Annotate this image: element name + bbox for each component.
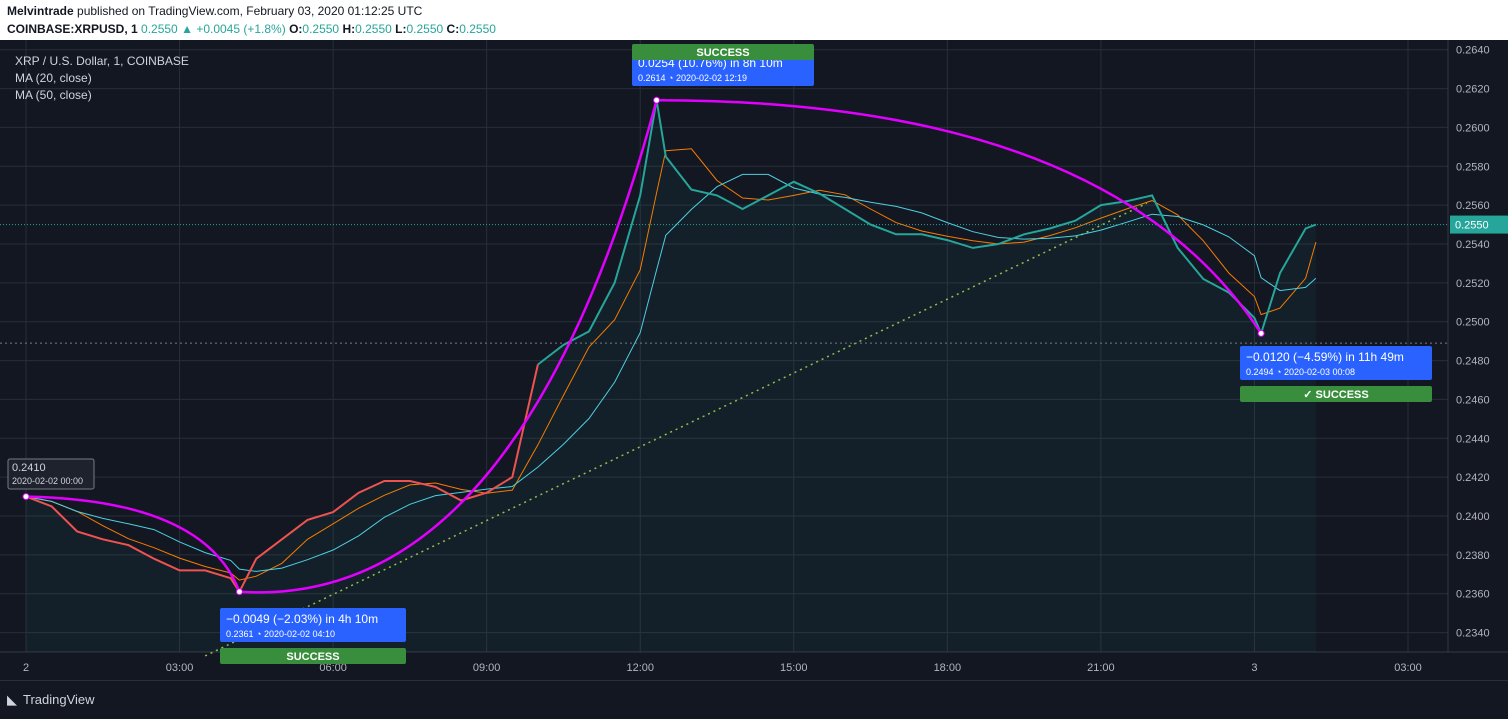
pivot-point bbox=[235, 588, 243, 596]
annotation-change: −0.0120 (−4.59%) in 11h 49m bbox=[1246, 350, 1404, 364]
y-tick-label: 0.2540 bbox=[1456, 239, 1490, 251]
start-label-price: 0.2410 bbox=[12, 462, 46, 474]
y-tick-label: 0.2520 bbox=[1456, 278, 1490, 290]
chart-header: Melvintrade published on TradingView.com… bbox=[0, 0, 1508, 40]
current-price: 0.2550 bbox=[141, 22, 178, 36]
success-badge bbox=[1240, 386, 1432, 402]
annotation-box bbox=[1240, 346, 1432, 380]
price-chart[interactable]: 0.2640 0.2620 0.2600 0.2580 0.2560 0.2540 0.25… bbox=[0, 40, 1508, 680]
y-tick-label: 0.2480 bbox=[1456, 356, 1490, 368]
symbol-line: COINBASE:XRPUSD, 1 0.2550 ▲ +0.0045 (+1.… bbox=[7, 22, 496, 36]
price-line-bearish bbox=[25, 364, 539, 594]
ma50-line bbox=[25, 173, 1317, 572]
start-label-box bbox=[7, 458, 95, 490]
tradingview-text: TradingView bbox=[23, 692, 95, 707]
footer: ◣ TradingView bbox=[0, 680, 1508, 719]
annotation-detail: 0.2361 ◔ 2020-02-02 04:10 bbox=[226, 629, 335, 639]
chart-area[interactable]: 0.2640 0.2620 0.2600 0.2580 0.2560 0.2540 0.25… bbox=[0, 40, 1508, 680]
chart-legend: XRP / U.S. Dollar, 1, COINBASE MA (20, c… bbox=[15, 53, 189, 104]
y-tick-label: 0.2640 bbox=[1456, 45, 1490, 57]
success-badge-label: ✓ SUCCESS bbox=[1303, 389, 1368, 401]
open-label: O: bbox=[289, 22, 303, 36]
low-label: L: bbox=[395, 22, 407, 36]
author-name[interactable]: Melvintrade bbox=[7, 4, 74, 18]
price-line-bullish bbox=[537, 100, 1317, 366]
start-label-date: 2020-02-02 00:00 bbox=[12, 476, 83, 486]
y-tick-label: 0.2400 bbox=[1456, 511, 1490, 523]
close-value: 0.2550 bbox=[459, 22, 496, 36]
high-value: 0.2550 bbox=[355, 22, 392, 36]
up-arrow-icon: ▲ bbox=[181, 22, 193, 36]
legend-ma50[interactable]: MA (50, close) bbox=[15, 88, 92, 102]
pivot-point bbox=[653, 96, 661, 104]
pivot-point bbox=[1257, 329, 1265, 337]
x-tick-label: 18:00 bbox=[934, 662, 962, 674]
close-label: C: bbox=[446, 22, 460, 36]
x-tick-label: 12:00 bbox=[626, 662, 654, 674]
success-badge-label: SUCCESS bbox=[696, 47, 749, 59]
price-tag bbox=[1450, 215, 1508, 234]
price-area bbox=[26, 100, 1316, 652]
x-tick-label: 06:00 bbox=[319, 662, 347, 674]
y-tick-label: 0.2360 bbox=[1456, 589, 1490, 601]
y-tick-label: 0.2420 bbox=[1456, 472, 1490, 484]
high-label: H: bbox=[342, 22, 356, 36]
y-tick-label: 0.2380 bbox=[1456, 550, 1490, 562]
x-tick-label: 09:00 bbox=[473, 662, 501, 674]
price-tag-label: 0.2550 bbox=[1455, 220, 1489, 232]
legend-title[interactable]: XRP / U.S. Dollar, 1, COINBASE bbox=[15, 54, 189, 68]
projection-arc bbox=[656, 98, 1263, 335]
publish-line: Melvintrade published on TradingView.com… bbox=[7, 4, 422, 18]
success-badge bbox=[632, 44, 814, 60]
price-change: +0.0045 (+1.8%) bbox=[196, 22, 286, 36]
y-tick-label: 0.2460 bbox=[1456, 394, 1490, 406]
pivot-point bbox=[22, 493, 30, 501]
published-text: published on TradingView.com, February 0… bbox=[73, 4, 423, 18]
annotation-box bbox=[632, 52, 814, 86]
y-tick-label: 0.2440 bbox=[1456, 433, 1490, 445]
x-tick-label: 21:00 bbox=[1087, 662, 1115, 674]
x-tick-label: 03:00 bbox=[1394, 662, 1422, 674]
y-tick-label: 0.2600 bbox=[1456, 122, 1490, 134]
trend-line bbox=[204, 202, 1148, 657]
y-tick-label: 0.2580 bbox=[1456, 161, 1490, 173]
success-badge bbox=[220, 648, 406, 664]
tradingview-icon: ◣ bbox=[7, 692, 17, 707]
x-tick-label: 2 bbox=[23, 662, 29, 674]
annotation-detail: 0.2494 ◔ 2020-02-03 00:08 bbox=[1246, 367, 1355, 377]
annotation-detail: 0.2614 ◔ 2020-02-02 12:19 bbox=[638, 73, 747, 83]
legend-ma20[interactable]: MA (20, close) bbox=[15, 71, 92, 85]
projection-arc bbox=[239, 99, 658, 594]
y-tick-label: 0.2500 bbox=[1456, 317, 1490, 329]
y-tick-label: 0.2560 bbox=[1456, 200, 1490, 212]
x-tick-label: 03:00 bbox=[166, 662, 194, 674]
tradingview-logo[interactable]: ◣ TradingView bbox=[7, 692, 95, 708]
x-tick-label: 15:00 bbox=[780, 662, 808, 674]
annotation-box bbox=[220, 608, 406, 642]
low-value: 0.2550 bbox=[406, 22, 444, 36]
x-tick-label: 3 bbox=[1251, 662, 1257, 674]
open-value: 0.2550 bbox=[302, 22, 340, 36]
projection-arc bbox=[25, 495, 241, 593]
y-tick-label: 0.2620 bbox=[1456, 84, 1490, 96]
success-badge-label: SUCCESS bbox=[286, 651, 339, 663]
annotation-change: −0.0049 (−2.03%) in 4h 10m bbox=[226, 612, 378, 626]
symbol-info: COINBASE:XRPUSD, 1 bbox=[7, 22, 138, 36]
y-tick-label: 0.2340 bbox=[1456, 628, 1490, 640]
